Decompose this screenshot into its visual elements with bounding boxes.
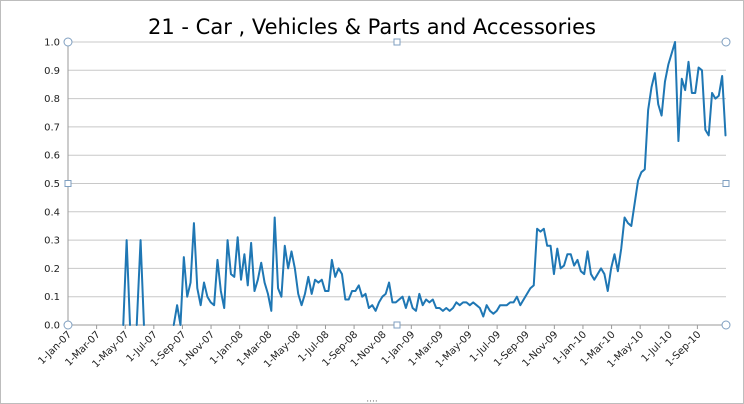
y-axis-tick-labels: 0.0 0.1 0.2 0.3 0.4 0.5 0.6 0.7 0.8 0.9 1.0 [44,38,60,332]
y-tick-label: 1.0 [44,38,60,49]
y-tick-label: 0.3 [44,236,60,247]
y-tick-label: 0.9 [44,66,60,77]
y-tick-label: 0.5 [44,179,60,190]
selection-handles[interactable] [63,37,731,330]
y-tick-label: 0.4 [44,207,60,218]
resize-handle[interactable] [63,37,73,47]
resize-handle[interactable] [393,38,401,46]
resize-grip[interactable]: ···· [366,397,377,404]
resize-handle[interactable] [721,320,731,330]
y-tick-label: 0.0 [44,321,60,332]
y-tick-label: 0.8 [44,94,60,105]
svg-text:····: ···· [366,397,377,404]
resize-handle[interactable] [722,180,730,187]
chart-title: 21 - Car , Vehicles & Parts and Accessor… [148,15,596,39]
y-tick-label: 0.7 [44,122,60,133]
series-line [172,41,727,326]
resize-handle[interactable] [393,321,401,329]
series-line [122,239,131,326]
y-tick-label: 0.6 [44,151,60,162]
resize-handle[interactable] [64,180,72,187]
series-line [135,239,145,326]
y-tick-label: 0.2 [44,264,60,275]
resize-handle[interactable] [63,320,73,330]
resize-handle[interactable] [721,37,731,47]
y-tick-label: 0.1 [44,292,60,303]
series-layer [122,41,727,326]
